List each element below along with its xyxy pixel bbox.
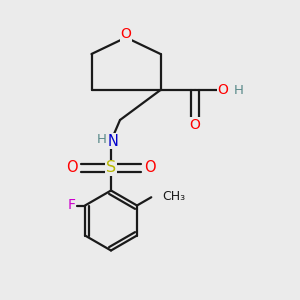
Text: N: N [108, 134, 119, 148]
Text: F: F [68, 198, 76, 212]
Text: O: O [66, 160, 78, 175]
Text: O: O [190, 118, 200, 132]
Text: S: S [106, 160, 116, 175]
Text: O: O [121, 28, 131, 41]
Text: CH₃: CH₃ [162, 190, 185, 203]
Text: O: O [218, 83, 228, 97]
Text: H: H [97, 133, 107, 146]
Text: O: O [144, 160, 156, 175]
Text: H: H [234, 83, 243, 97]
